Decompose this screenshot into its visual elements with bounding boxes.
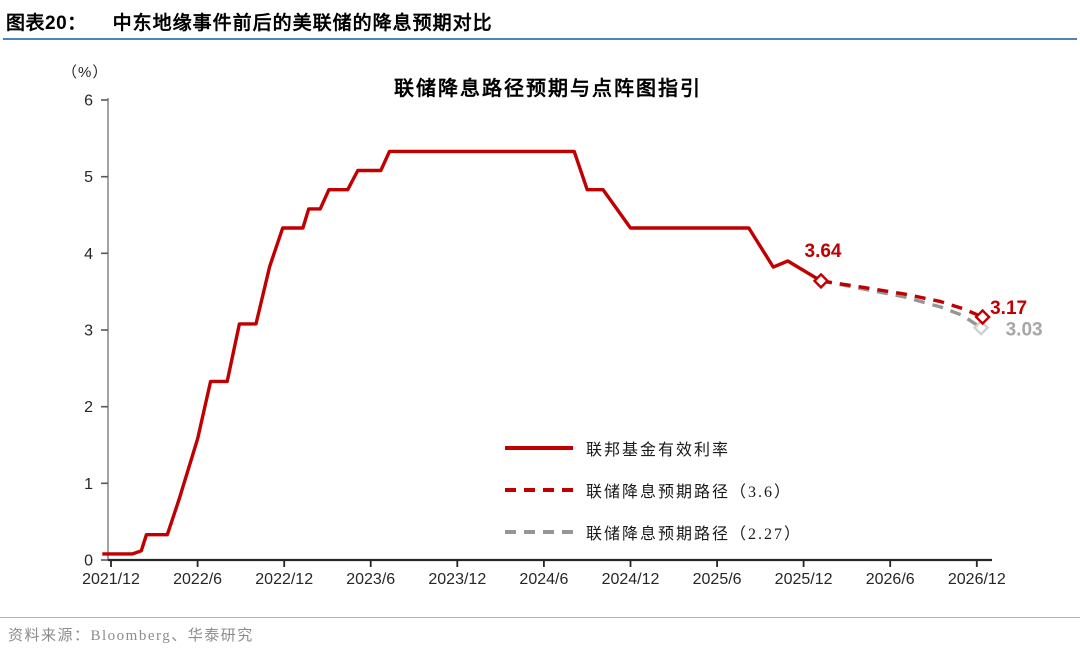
dashed-red-line-swatch: [505, 488, 573, 492]
source-attribution: 资料来源：Bloomberg、华泰研究: [8, 628, 254, 644]
x-axis-tick-label: 2023/6: [346, 571, 395, 588]
y-axis-tick-label: 6: [84, 93, 93, 110]
x-axis-tick-label: 2025/6: [693, 571, 742, 588]
x-axis-tick-label: 2026/6: [866, 571, 915, 588]
legend-item-expected-path-red: 联储降息预期路径（3.6）: [505, 480, 802, 501]
y-axis-tick-label: 4: [84, 246, 93, 263]
legend-item-effective-rate: 联邦基金有效利率: [505, 438, 802, 459]
legend-item-expected-path-gray: 联储降息预期路径（2.27）: [505, 522, 803, 543]
data-label: 3.03: [1006, 320, 1043, 341]
series-line-1: [820, 279, 984, 319]
x-axis-tick-label: 2024/6: [519, 571, 568, 588]
end-point-diamond-marker: [972, 319, 990, 336]
figure-number-label: 图表20：: [6, 13, 87, 34]
y-axis-tick-label: 1: [84, 476, 93, 493]
footer-divider-rule: [0, 617, 1080, 618]
end-point-diamond-marker: [974, 308, 991, 326]
solid-red-line-swatch: [505, 446, 573, 450]
y-axis-tick-label: 3: [84, 323, 93, 340]
data-label: 3.17: [990, 298, 1027, 319]
x-axis-tick-label: 2022/6: [173, 571, 222, 588]
series-line-2: [820, 279, 983, 330]
x-axis-tick-label: 2026/12: [948, 571, 1006, 588]
y-axis-tick-label: 0: [84, 553, 93, 570]
x-axis-tick-label: 2021/12: [82, 571, 140, 588]
chart-legend: 联邦基金有效利率 联储降息预期路径（3.6） 联储降息预期路径（2.27）: [505, 438, 803, 543]
y-axis-tick-label: 5: [84, 169, 93, 186]
header-divider-rule: [3, 38, 1077, 40]
end-point-diamond-marker: [812, 272, 830, 290]
x-axis-tick-label: 2023/12: [428, 571, 486, 588]
series-line-0: [102, 149, 822, 556]
figure-title: 中东地缘事件前后的美联储的降息预期对比: [112, 13, 493, 34]
legend-label: 联储降息预期路径（3.6）: [586, 484, 793, 501]
data-label: 3.64: [805, 241, 842, 262]
y-axis-unit-label: （%）: [62, 64, 109, 81]
dashed-gray-line-swatch: [505, 530, 573, 534]
y-axis-tick-label: 2: [84, 399, 93, 416]
legend-label: 联邦基金有效利率: [586, 442, 731, 459]
x-axis-tick-label: 2022/12: [255, 571, 313, 588]
chart-title: 联储降息路径预期与点阵图指引: [394, 78, 702, 100]
figure-header: 图表20： 中东地缘事件前后的美联储的降息预期对比: [6, 8, 1074, 35]
x-axis-tick-label: 2024/12: [602, 571, 660, 588]
x-axis-tick-label: 2025/12: [775, 571, 833, 588]
legend-label: 联储降息预期路径（2.27）: [586, 526, 803, 543]
